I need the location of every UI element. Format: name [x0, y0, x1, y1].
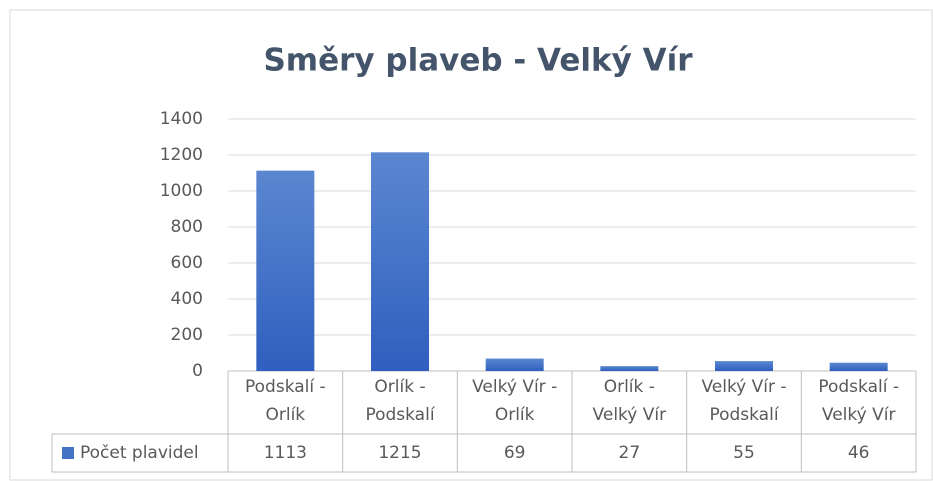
- y-tick-label: 200: [171, 325, 203, 345]
- legend-label: Počet plavidel: [80, 443, 199, 463]
- y-tick-label: 800: [171, 217, 203, 237]
- y-tick-label: 400: [171, 289, 203, 309]
- x-tick-label: Orlík -Velký Vír: [593, 377, 667, 425]
- bar: [600, 366, 659, 371]
- legend-key: [62, 447, 74, 459]
- y-tick-label: 1000: [160, 181, 203, 201]
- table-value: 1215: [378, 443, 421, 463]
- table-value: 1113: [264, 443, 307, 463]
- x-tick-label: Velký Vír -Podskalí: [701, 377, 786, 425]
- y-tick-label: 1200: [160, 145, 203, 165]
- table-value: 27: [619, 443, 641, 463]
- y-tick-label: 1400: [160, 109, 203, 129]
- y-tick-label: 0: [192, 361, 203, 381]
- y-tick-label: 600: [171, 253, 203, 273]
- table-value: 46: [848, 443, 870, 463]
- x-tick-label: Orlík -Podskalí: [365, 377, 435, 425]
- chart-frame: [9, 9, 933, 481]
- bar: [829, 362, 888, 371]
- table-value: 69: [504, 443, 526, 463]
- bar: [715, 361, 773, 371]
- bar: [371, 152, 429, 371]
- chart-title: Směry plaveb - Velký Vír: [263, 43, 693, 79]
- x-tick-label: Velký Vír -Orlík: [472, 377, 557, 425]
- bar: [256, 170, 315, 371]
- bar: [485, 358, 544, 371]
- x-tick-label: Podskalí -Velký Vír: [818, 377, 899, 425]
- x-tick-label: Podskalí -Orlík: [245, 377, 326, 425]
- table-value: 55: [733, 443, 755, 463]
